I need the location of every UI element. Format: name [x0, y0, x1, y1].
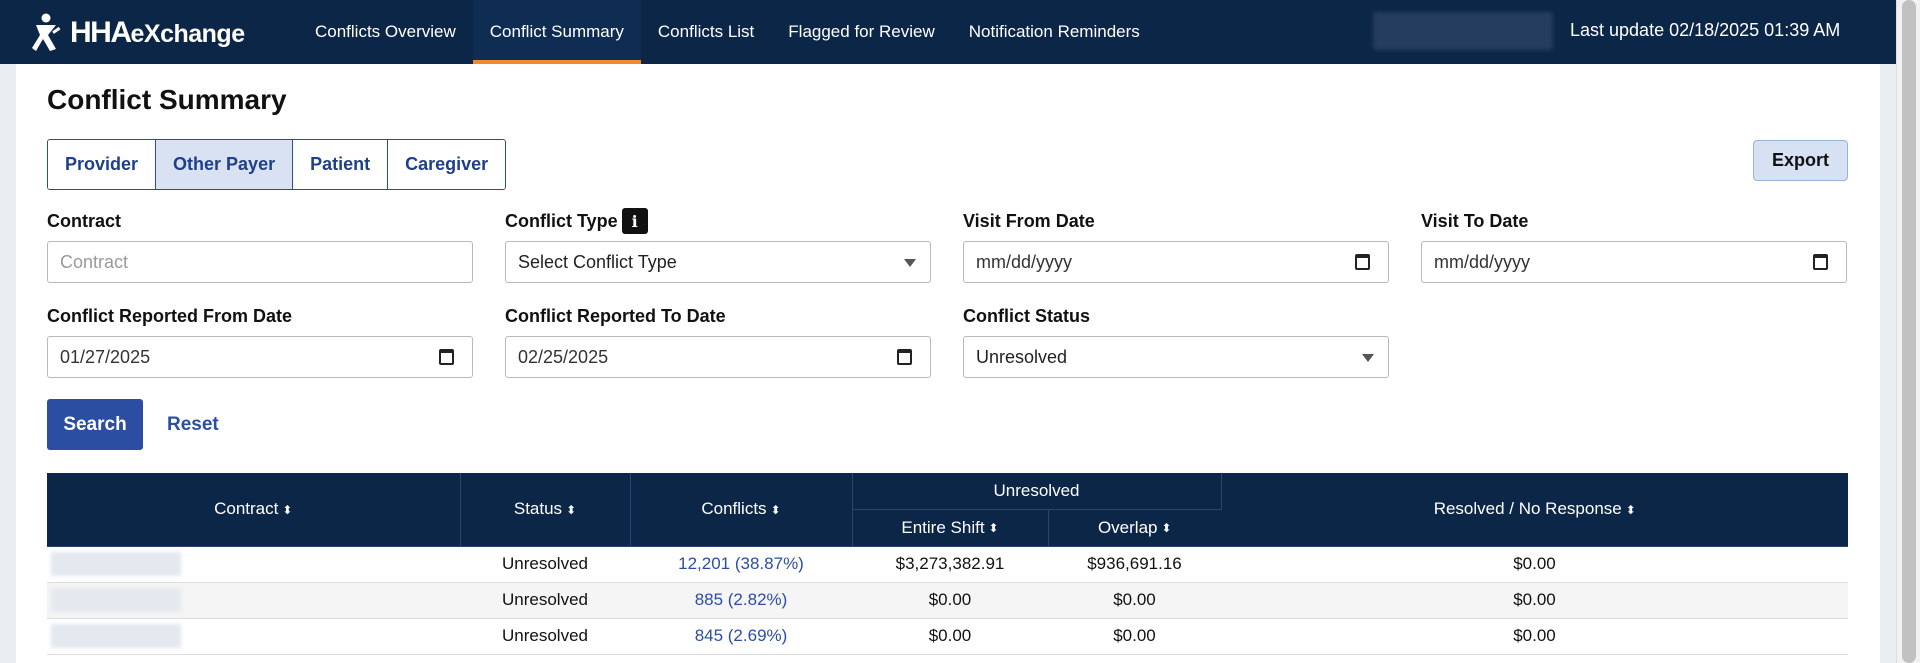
contract-input[interactable]: Contract — [47, 241, 473, 283]
col-status[interactable]: Status ⬍ — [460, 473, 631, 547]
status-cell: Unresolved — [460, 546, 630, 583]
calendar-icon[interactable] — [439, 349, 454, 365]
calendar-icon[interactable] — [897, 349, 912, 365]
summary-tabs: Provider Other Payer Patient Caregiver — [47, 139, 507, 190]
reported-to-label: Conflict Reported To Date — [505, 305, 726, 326]
nav-conflicts-overview[interactable]: Conflicts Overview — [315, 22, 456, 41]
col-unresolved-group: Unresolved — [852, 473, 1222, 510]
table-row[interactable]: Unresolved 885 (2.82%) $0.00 $0.00 $0.00 — [47, 582, 1848, 619]
contract-label: Contract — [47, 210, 122, 231]
col-contract[interactable]: Contract ⬍ — [47, 473, 461, 547]
sort-icon[interactable]: ⬍ — [770, 502, 781, 517]
conflicts-link[interactable]: 845 (2.69%) — [630, 618, 852, 655]
entire-shift-cell: $3,273,382.91 — [852, 546, 1048, 583]
calendar-icon[interactable] — [1813, 254, 1828, 270]
visit-from-filter: Visit From Date mm/dd/yyyy — [963, 208, 1389, 283]
col-resolved[interactable]: Resolved / No Response ⬍ — [1221, 473, 1848, 547]
sort-icon[interactable]: ⬍ — [282, 502, 293, 517]
conflict-status-filter: Conflict Status Unresolved — [963, 303, 1389, 378]
conflicts-link[interactable]: 885 (2.82%) — [630, 582, 852, 619]
conflict-type-label: Conflict Type i — [505, 208, 931, 234]
visit-to-date-input[interactable]: mm/dd/yyyy — [1421, 241, 1847, 283]
page-title: Conflict Summary — [47, 84, 287, 115]
conflict-type-filter: Conflict Type i Select Conflict Type — [505, 208, 931, 283]
visit-from-date-input[interactable]: mm/dd/yyyy — [963, 241, 1389, 283]
conflict-summary-table: Contract ⬍ Status ⬍ Conflicts ⬍ Unresolved … — [47, 473, 1848, 655]
entire-shift-cell: $0.00 — [852, 618, 1048, 655]
hhaexchange-logo[interactable]: HHAeXchange — [32, 12, 245, 54]
page-scrollbar[interactable] — [1896, 0, 1920, 663]
contract-cell — [47, 546, 460, 583]
redacted-user-area — [1373, 12, 1553, 50]
tab-caregiver[interactable]: Caregiver — [388, 140, 506, 189]
dropdown-caret-icon — [904, 259, 916, 267]
sort-icon[interactable]: ⬍ — [988, 521, 999, 536]
main-card: Conflict Summary Provider Other Payer Pa… — [16, 64, 1880, 663]
contract-cell — [47, 582, 460, 619]
dropdown-caret-icon — [1362, 354, 1374, 362]
visit-to-label: Visit To Date — [1421, 210, 1529, 231]
conflict-type-select[interactable]: Select Conflict Type — [505, 241, 931, 283]
col-overlap[interactable]: Overlap ⬍ — [1048, 509, 1221, 547]
visit-from-label: Visit From Date — [963, 210, 1095, 231]
nav-conflicts-list[interactable]: Conflicts List — [657, 22, 755, 41]
reset-link[interactable]: Reset — [167, 413, 219, 435]
nav-notification-reminders[interactable]: Notification Reminders — [968, 22, 1140, 41]
top-nav-bar: HHAeXchange Conflicts Overview Conflict … — [0, 0, 1920, 64]
reported-from-label: Conflict Reported From Date — [47, 305, 293, 326]
reported-to-filter: Conflict Reported To Date 02/25/2025 — [505, 303, 931, 378]
person-logo-icon — [32, 13, 61, 51]
conflict-status-label: Conflict Status — [963, 305, 1091, 326]
sort-icon[interactable]: ⬍ — [1625, 502, 1636, 517]
scrollbar-thumb[interactable] — [1902, 0, 1916, 663]
reported-to-date-input[interactable]: 02/25/2025 — [505, 336, 931, 378]
redacted-contract — [51, 588, 181, 612]
calendar-icon[interactable] — [1355, 254, 1370, 270]
tab-patient[interactable]: Patient — [293, 140, 389, 189]
overlap-cell: $0.00 — [1048, 582, 1221, 619]
resolved-cell: $0.00 — [1221, 546, 1848, 583]
col-conflicts[interactable]: Conflicts ⬍ — [630, 473, 853, 547]
tab-other-payer[interactable]: Other Payer — [156, 140, 294, 189]
search-button[interactable]: Search — [47, 399, 143, 450]
entire-shift-cell: $0.00 — [852, 582, 1048, 619]
contract-filter: Contract Contract — [47, 208, 473, 283]
status-cell: Unresolved — [460, 618, 630, 655]
visit-to-filter: Visit To Date mm/dd/yyyy — [1421, 208, 1847, 283]
info-icon[interactable]: i — [621, 208, 648, 234]
reported-from-date-input[interactable]: 01/27/2025 — [47, 336, 473, 378]
sort-icon[interactable]: ⬍ — [1161, 521, 1172, 536]
logo-text: HHAeXchange — [70, 16, 245, 49]
redacted-contract — [51, 552, 181, 576]
redacted-contract — [51, 624, 181, 648]
status-cell: Unresolved — [460, 582, 630, 619]
conflicts-link[interactable]: 12,201 (38.87%) — [630, 546, 852, 583]
export-button[interactable]: Export — [1753, 140, 1848, 181]
overlap-cell: $0.00 — [1048, 618, 1221, 655]
nav-flagged-for-review[interactable]: Flagged for Review — [788, 22, 935, 41]
main-nav: Conflicts Overview Conflict Summary Conf… — [298, 0, 1157, 64]
reported-from-filter: Conflict Reported From Date 01/27/2025 — [47, 303, 473, 378]
table-row[interactable]: Unresolved 12,201 (38.87%) $3,273,382.91… — [47, 546, 1848, 583]
sort-icon[interactable]: ⬍ — [566, 502, 577, 517]
col-entire-shift[interactable]: Entire Shift ⬍ — [852, 509, 1049, 547]
nav-conflict-summary[interactable]: Conflict Summary — [472, 0, 642, 64]
table-row[interactable]: Unresolved 845 (2.69%) $0.00 $0.00 $0.00 — [47, 618, 1848, 655]
last-update-text: Last update 02/18/2025 01:39 AM — [1570, 19, 1841, 40]
contract-cell — [47, 618, 460, 655]
overlap-cell: $936,691.16 — [1048, 546, 1221, 583]
tab-provider[interactable]: Provider — [48, 140, 157, 189]
conflict-status-select[interactable]: Unresolved — [963, 336, 1389, 378]
resolved-cell: $0.00 — [1221, 618, 1848, 655]
resolved-cell: $0.00 — [1221, 582, 1848, 619]
